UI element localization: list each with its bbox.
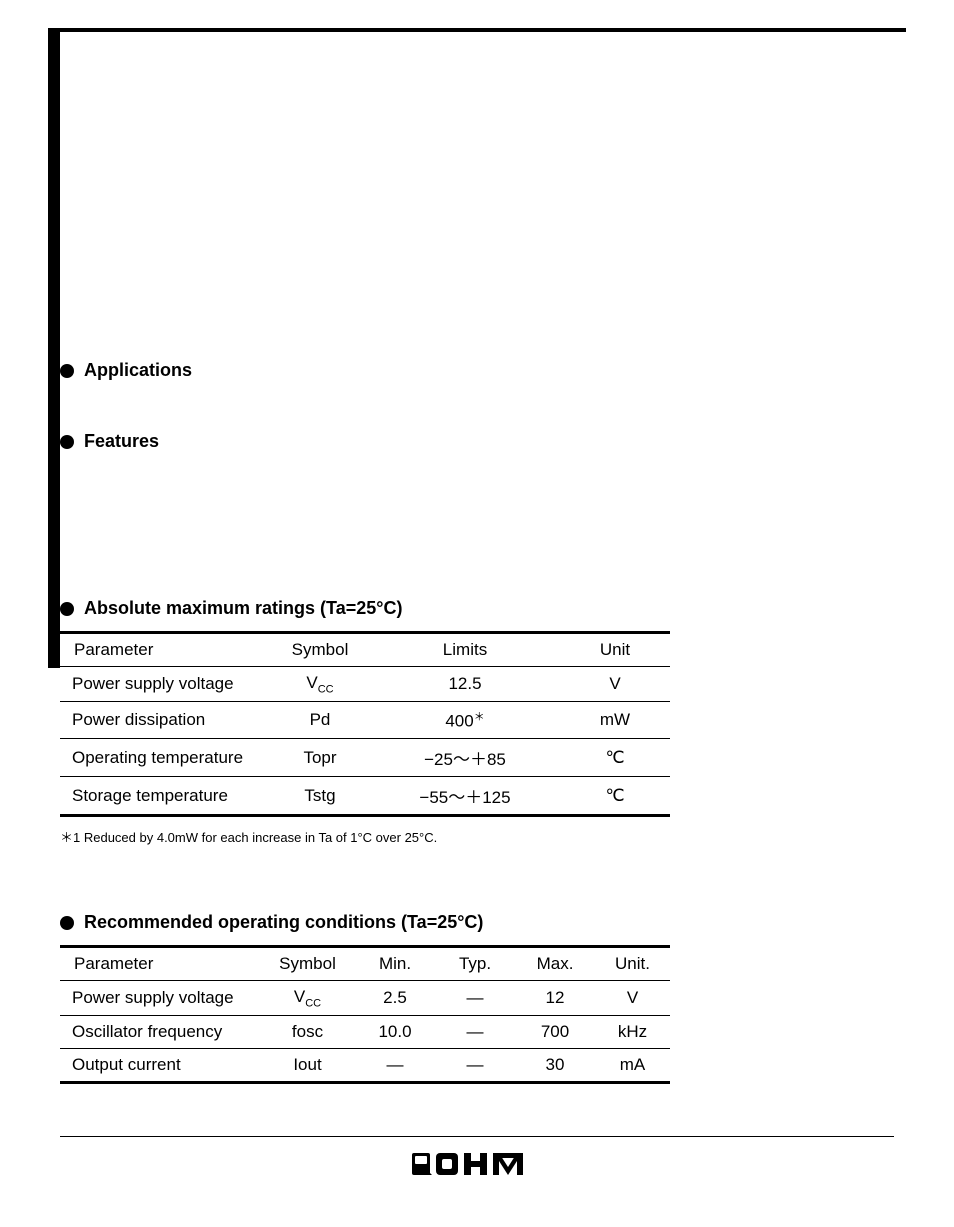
table-header-cell: Min. [355,947,435,981]
table-cell: V [595,981,670,1016]
table-cell: 10.0 [355,1016,435,1049]
table-cell: Iout [260,1049,355,1083]
table-header-cell: Limits [370,633,560,667]
table-cell: Tstg [270,777,370,816]
rec-op-table-wrap: ParameterSymbolMin.Typ.Max.Unit. Power su… [60,945,894,1084]
table-cell: Topr [270,739,370,777]
bullet-icon [60,364,74,378]
table-header-cell: Max. [515,947,595,981]
table-cell: Power dissipation [60,702,270,739]
table-cell: 2.5 [355,981,435,1016]
table-cell: −55〜＋125 [370,777,560,816]
table-cell: 30 [515,1049,595,1083]
table-cell: 12 [515,981,595,1016]
table-cell: ℃ [560,777,670,816]
rec-op-title: Recommended operating conditions (Ta=25°… [84,912,483,933]
table-cell: Pd [270,702,370,739]
table-cell: Operating temperature [60,739,270,777]
table-cell: ℃ [560,739,670,777]
table-cell: fosc [260,1016,355,1049]
table-cell: VCC [270,667,370,702]
page-bottom-rule [60,1136,894,1137]
table-header-cell: Symbol [270,633,370,667]
abs-max-table-wrap: ParameterSymbolLimitsUnit Power supply vo… [60,631,894,846]
features-title: Features [84,431,159,452]
table-cell: 12.5 [370,667,560,702]
table-cell: Storage temperature [60,777,270,816]
abs-max-heading-row: Absolute maximum ratings (Ta=25°C) [60,598,894,619]
table-header-cell: Parameter [60,947,260,981]
table-cell: — [355,1049,435,1083]
page-left-spine [48,28,60,668]
table-cell: Output current [60,1049,260,1083]
table-cell: — [435,1016,515,1049]
applications-heading-row: Applications [60,360,894,381]
applications-title: Applications [84,360,192,381]
table-header-cell: Typ. [435,947,515,981]
table-header-cell: Unit. [595,947,670,981]
table-cell: 400＊ [370,702,560,739]
abs-max-table: ParameterSymbolLimitsUnit Power supply vo… [60,631,670,817]
bullet-icon [60,602,74,616]
table-cell: Power supply voltage [60,667,270,702]
page-content: Applications Features Absolute maximum r… [60,360,894,1084]
table-cell: mW [560,702,670,739]
bullet-icon [60,435,74,449]
table-cell: VCC [260,981,355,1016]
table-header-cell: Parameter [60,633,270,667]
bullet-icon [60,916,74,930]
table-header-cell: Unit [560,633,670,667]
features-heading-row: Features [60,431,894,452]
table-cell: Power supply voltage [60,981,260,1016]
table-cell: mA [595,1049,670,1083]
table-header-cell: Symbol [260,947,355,981]
rec-op-heading-row: Recommended operating conditions (Ta=25°… [60,912,894,933]
table-cell: Oscillator frequency [60,1016,260,1049]
table-cell: 700 [515,1016,595,1049]
table-cell: kHz [595,1016,670,1049]
rohm-logo [412,1149,542,1179]
rec-op-table: ParameterSymbolMin.Typ.Max.Unit. Power su… [60,945,670,1084]
table-cell: — [435,981,515,1016]
page-top-rule [48,28,906,32]
abs-max-title: Absolute maximum ratings (Ta=25°C) [84,598,402,619]
table-cell: V [560,667,670,702]
abs-max-note: ＊1 Reduced by 4.0mW for each increase in… [60,827,894,846]
table-cell: −25〜＋85 [370,739,560,777]
table-cell: — [435,1049,515,1083]
